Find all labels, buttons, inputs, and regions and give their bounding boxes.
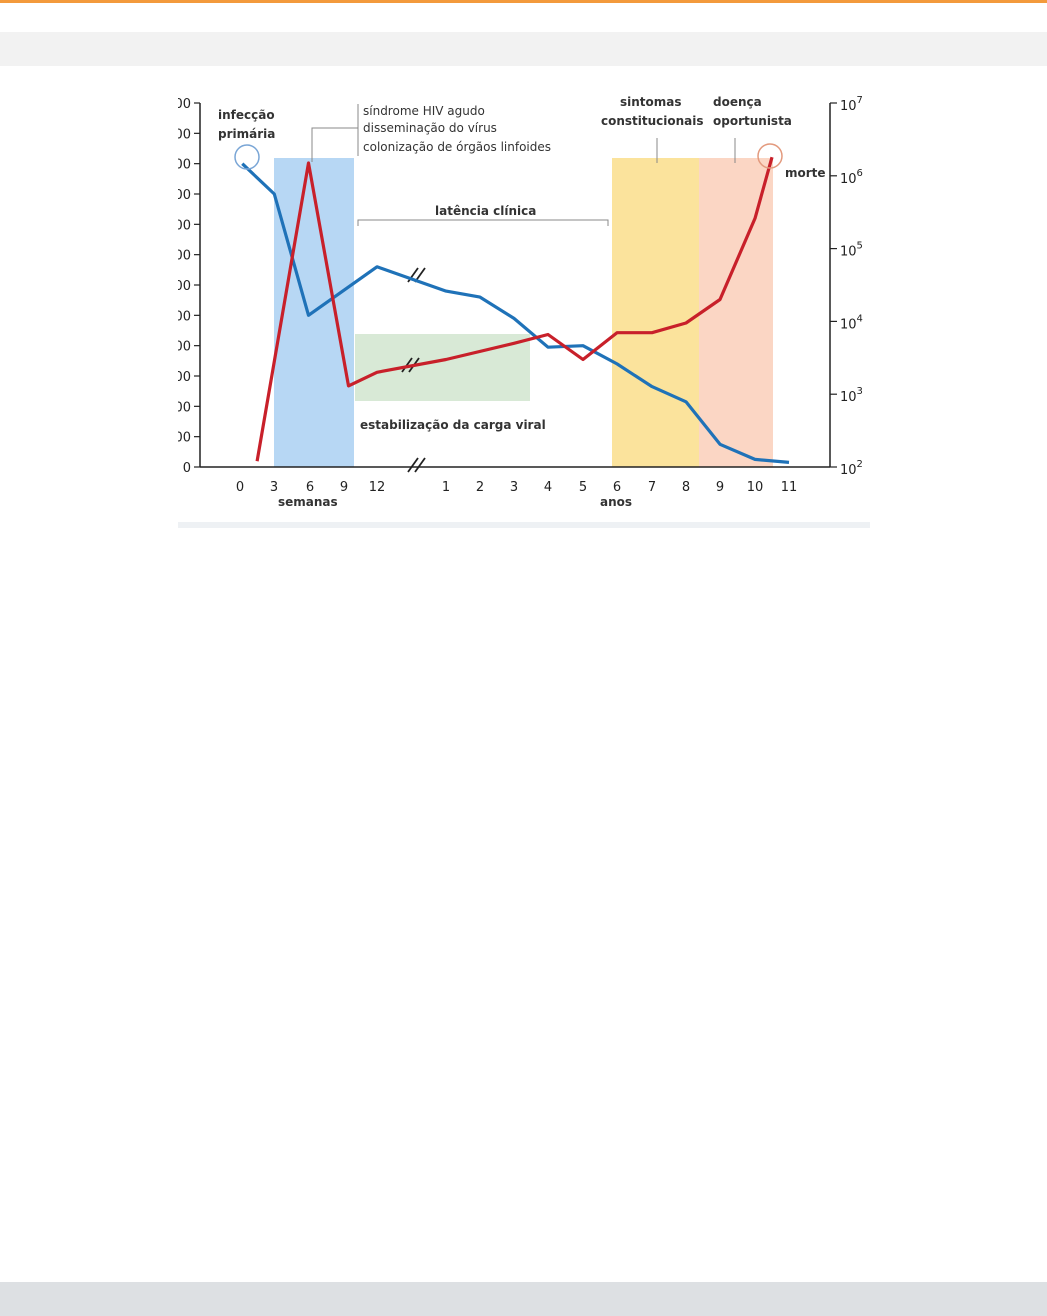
x-tick-label-years: 7 bbox=[648, 480, 656, 495]
symptoms-band bbox=[612, 158, 699, 467]
primary-infection-label-2: primária bbox=[218, 127, 275, 141]
left-tick-label: 00 bbox=[178, 309, 191, 324]
x-tick-label-years: 11 bbox=[781, 480, 798, 495]
x-tick-label-years: 2 bbox=[476, 480, 484, 495]
x-tick-label-years: 6 bbox=[613, 480, 621, 495]
left-tick-label: 00 bbox=[178, 249, 191, 264]
footer-bar bbox=[0, 1282, 1047, 1316]
hiv-course-chart: 00 00 00 00 00 00 00 00 00 00 00 00 0 107 106 105 104 10… bbox=[178, 88, 870, 528]
right-tick-label: 105 bbox=[840, 241, 863, 260]
latency-label: latência clínica bbox=[435, 204, 536, 218]
left-tick-label: 00 bbox=[178, 127, 191, 142]
x-tick-label-years: 3 bbox=[510, 480, 518, 495]
x-tick-label-years: 1 bbox=[442, 480, 450, 495]
acute-label-2: disseminação do vírus bbox=[363, 121, 497, 135]
symptoms-label-2: constitucionais bbox=[601, 114, 704, 128]
left-tick-label: 00 bbox=[178, 370, 191, 385]
left-tick-label: 00 bbox=[178, 431, 191, 446]
x-unit-years: anos bbox=[600, 495, 632, 509]
right-tick-label: 104 bbox=[840, 313, 863, 332]
top-accent-bar bbox=[0, 0, 1047, 3]
left-tick-label: 00 bbox=[178, 218, 191, 233]
opportunistic-label-2: oportunista bbox=[713, 114, 792, 128]
opportunistic-band bbox=[699, 158, 773, 467]
left-tick-label: 0 bbox=[183, 461, 191, 476]
x-tick-label-weeks: 9 bbox=[340, 480, 348, 495]
death-marker bbox=[757, 143, 783, 169]
acute-label-1: síndrome HIV agudo bbox=[363, 104, 485, 118]
right-tick-label: 103 bbox=[840, 386, 863, 405]
right-tick-label: 102 bbox=[840, 459, 863, 478]
primary-infection-marker bbox=[234, 144, 260, 170]
stabilization-band bbox=[355, 334, 530, 401]
viral-load-series-line bbox=[255, 156, 774, 462]
death-label: morte bbox=[785, 166, 826, 180]
x-tick-label-years: 5 bbox=[579, 480, 587, 495]
x-tick-label-weeks: 6 bbox=[306, 480, 314, 495]
x-tick-label-weeks: 12 bbox=[369, 480, 386, 495]
acute-label-3: colonização de órgãos linfoides bbox=[363, 140, 551, 154]
symptoms-label-1: sintomas bbox=[620, 95, 682, 109]
right-tick-label: 106 bbox=[840, 168, 863, 187]
x-tick-label-years: 8 bbox=[682, 480, 690, 495]
stabilization-label: estabilização da carga viral bbox=[360, 418, 546, 432]
left-tick-label: 00 bbox=[178, 97, 191, 112]
x-tick-label-weeks: 3 bbox=[270, 480, 278, 495]
left-tick-label: 00 bbox=[178, 340, 191, 355]
left-tick-label: 00 bbox=[178, 400, 191, 415]
figure-bottom-strip bbox=[178, 522, 870, 528]
left-tick-label: 00 bbox=[178, 158, 191, 173]
x-tick-label-years: 9 bbox=[716, 480, 724, 495]
left-tick-label: 00 bbox=[178, 188, 191, 203]
right-tick-label: 107 bbox=[840, 95, 863, 114]
left-tick-label: 00 bbox=[178, 279, 191, 294]
x-tick-label-years: 10 bbox=[747, 480, 764, 495]
x-tick-label-weeks: 0 bbox=[236, 480, 244, 495]
x-tick-label-years: 4 bbox=[544, 480, 552, 495]
x-unit-weeks: semanas bbox=[278, 495, 338, 509]
latency-bracket bbox=[357, 219, 609, 226]
primary-infection-label-1: infecção bbox=[218, 108, 275, 122]
header-toolbar bbox=[0, 32, 1047, 66]
opportunistic-label-1: doença bbox=[713, 95, 762, 109]
acute-bracket bbox=[311, 104, 359, 162]
